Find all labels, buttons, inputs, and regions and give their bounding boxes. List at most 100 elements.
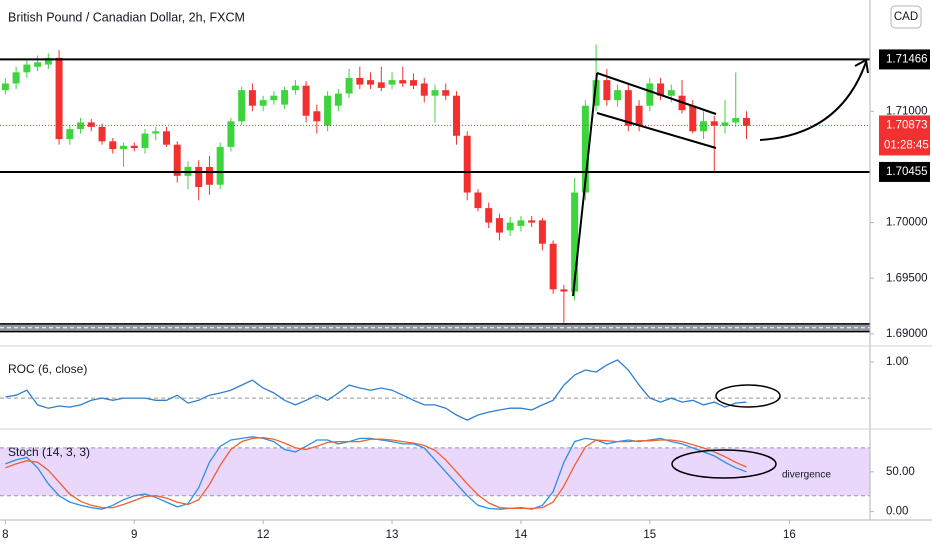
candle-body — [635, 105, 643, 126]
x-tick-label: 14 — [515, 529, 528, 541]
x-tick-label: 16 — [783, 529, 796, 541]
indicator-title: Stoch (14, 3, 3) — [8, 445, 90, 459]
candle-body — [130, 145, 138, 149]
y-tick-label: 50.00 — [886, 466, 915, 478]
candle-body — [592, 80, 600, 106]
flag-top — [596, 72, 717, 115]
candle-body — [710, 121, 718, 126]
candle-body — [388, 80, 396, 85]
candle-body — [485, 208, 493, 223]
candle-body — [23, 64, 31, 73]
candle-body — [173, 144, 181, 176]
candle-body — [431, 90, 439, 96]
candle-body — [162, 131, 170, 145]
indicator-line — [5, 359, 747, 421]
x-tick-label: 12 — [257, 529, 270, 541]
candle-body — [742, 117, 750, 126]
candle-body — [302, 85, 310, 116]
indicator-title: ROC (6, close) — [8, 362, 87, 376]
flag-bottom — [596, 112, 717, 149]
candle-body — [495, 218, 503, 233]
candle-body — [667, 90, 675, 96]
annotation: divergence — [782, 470, 831, 481]
candle-body — [560, 289, 568, 292]
y-tick-label: 1.71000 — [886, 105, 928, 117]
x-tick-label: 15 — [643, 529, 656, 541]
countdown: 01:28:45 — [884, 139, 929, 151]
candle-body — [281, 90, 289, 105]
candle-body — [452, 95, 460, 136]
candle-body — [87, 122, 95, 127]
candle-body — [12, 72, 20, 84]
candle-body — [205, 166, 213, 185]
candle-body — [646, 83, 654, 106]
candle-body — [313, 111, 321, 122]
candle-body — [581, 105, 589, 193]
candle-body — [270, 95, 278, 101]
currency: CAD — [894, 11, 918, 23]
candle-body — [77, 122, 85, 130]
stoch-ellipse — [671, 449, 777, 479]
candle-body — [517, 220, 525, 226]
x-tick-label: 9 — [131, 529, 137, 541]
level-label: 1.70455 — [886, 166, 928, 178]
candle-body — [109, 141, 117, 150]
candle-body — [120, 145, 128, 150]
candle-body — [528, 220, 536, 223]
stoch-band — [0, 447, 870, 496]
roc-ellipse — [715, 384, 781, 408]
level-tag — [879, 49, 930, 70]
candle-body — [291, 85, 299, 91]
candle-body — [141, 133, 149, 149]
candle-body — [1, 83, 9, 91]
arrow-head — [854, 58, 869, 74]
candle-body — [721, 122, 729, 126]
candle-body — [657, 83, 665, 96]
y-tick-label: 0.00 — [886, 506, 908, 518]
level-label: 1.71466 — [886, 53, 928, 65]
candle-body — [603, 80, 611, 101]
candle-body — [549, 243, 557, 290]
candle-body — [227, 121, 235, 147]
candle-body — [442, 90, 450, 96]
candle-body — [98, 126, 106, 142]
indicator-line — [5, 436, 747, 510]
price-tag — [879, 115, 930, 156]
candle-body — [334, 93, 342, 106]
candle-body — [367, 80, 375, 85]
candle-body — [44, 57, 52, 65]
y-tick-label: 1.00 — [886, 356, 908, 368]
y-tick-label: 1.69500 — [886, 272, 928, 284]
candle-body — [259, 100, 267, 106]
last-price-label: 1.70873 — [886, 119, 928, 131]
x-tick-label: 13 — [386, 529, 399, 541]
candle-body — [324, 95, 332, 126]
candle-body — [399, 80, 407, 84]
candle-body — [238, 90, 246, 122]
candle-body — [689, 105, 697, 132]
candle-body — [356, 77, 364, 85]
candle-body — [538, 220, 546, 244]
currency-badge[interactable] — [890, 5, 922, 29]
candle-body — [571, 192, 579, 292]
candle-body — [66, 129, 74, 140]
layers: 8 9 12 13 14 15 16 1.69000 1.69500 1.70000 1.71000… — [0, 44, 930, 541]
candle-body — [624, 90, 632, 126]
candle-body — [506, 222, 514, 231]
candle-body — [732, 117, 740, 123]
projection-arrow — [759, 61, 867, 141]
candle-body — [614, 90, 622, 101]
y-tick-label: 1.70000 — [886, 217, 928, 229]
candle-body — [34, 62, 42, 67]
y-tick-label: 1.69000 — [886, 328, 928, 340]
candle-body — [216, 146, 224, 185]
candle-body — [700, 121, 708, 132]
candle-body — [345, 77, 353, 94]
candle-body — [377, 82, 385, 88]
candle-body — [474, 192, 482, 209]
chart-title: British Pound / Canadian Dollar, 2h, FXC… — [8, 10, 245, 24]
candle-body — [420, 83, 428, 96]
x-tick-label: 8 — [2, 529, 8, 541]
candle-body — [195, 166, 203, 187]
